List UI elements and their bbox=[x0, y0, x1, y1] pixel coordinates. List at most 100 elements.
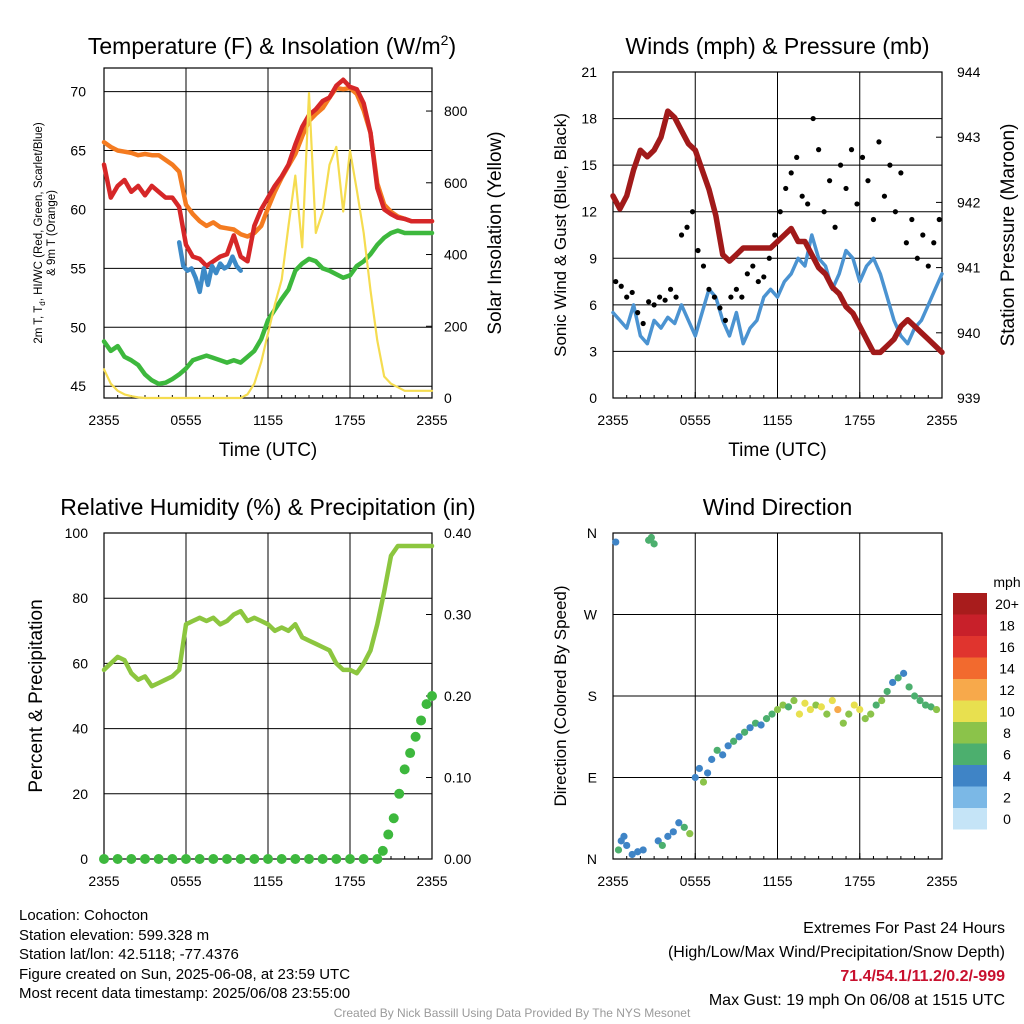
winds-ytick-label: 15 bbox=[581, 157, 597, 173]
winds-gust-point bbox=[914, 255, 920, 261]
winds-ytick-label: 0 bbox=[589, 390, 597, 406]
wind_direction-point bbox=[801, 699, 809, 707]
max-gust-text: Max Gust: 19 mph On 06/08 at 1515 UTC bbox=[708, 992, 1005, 1009]
temperature-ytick-label: 45 bbox=[70, 378, 86, 394]
winds-gust-point bbox=[640, 320, 646, 327]
humidity-xtick-label: 1755 bbox=[334, 873, 365, 889]
winds-y2label: Station Pressure (Maroon) bbox=[998, 124, 1019, 347]
humidity-precip-point bbox=[317, 854, 328, 864]
colorbar-swatch bbox=[953, 614, 987, 636]
winds-gust-point bbox=[826, 178, 833, 184]
colorbar-swatch bbox=[953, 700, 987, 722]
wind_direction-xtick-label: 0555 bbox=[680, 873, 711, 889]
colorbar-label: 8 bbox=[1003, 725, 1011, 741]
temperature-series-4 bbox=[102, 91, 434, 400]
humidity-precip-point bbox=[410, 731, 421, 742]
temperature-ytick-label: 55 bbox=[70, 260, 86, 276]
temperature-ytick-label: 60 bbox=[70, 201, 86, 217]
temperature-ylabel-line2: & 9m T (Orange) bbox=[46, 190, 58, 276]
wind_direction-point bbox=[762, 715, 771, 723]
humidity-precip-point bbox=[249, 854, 260, 864]
winds-xlabel: Time (UTC) bbox=[728, 440, 827, 461]
winds-gust-point bbox=[805, 201, 811, 207]
wind_direction-point bbox=[719, 751, 727, 759]
wind_direction-point bbox=[768, 710, 776, 718]
humidity-precip-point bbox=[235, 854, 246, 864]
humidity-precip-point bbox=[263, 854, 273, 864]
humidity-xtick-label: 2355 bbox=[416, 873, 447, 889]
humidity-precip-point bbox=[394, 788, 405, 799]
winds-gust-point bbox=[892, 209, 898, 215]
winds-gust-point bbox=[777, 209, 783, 215]
winds-ytick-label: 3 bbox=[589, 343, 597, 359]
humidity-series-0 bbox=[101, 543, 435, 689]
wind_direction-xtick-label: 1155 bbox=[762, 873, 792, 889]
winds-ylabel: Sonic Wind & Gust (Blue, Black) bbox=[551, 113, 570, 357]
winds-gust-point bbox=[618, 283, 624, 289]
humidity-precip-point bbox=[388, 813, 399, 824]
winds-gust-point bbox=[821, 209, 827, 215]
winds-gust-point bbox=[761, 274, 767, 280]
winds-y2tick-label: 940 bbox=[957, 325, 981, 341]
temperature-series-3 bbox=[101, 228, 435, 387]
winds-gust-point bbox=[876, 139, 882, 145]
winds-title: Winds (mph) & Pressure (mb) bbox=[625, 33, 929, 59]
humidity-ytick-label: 80 bbox=[72, 590, 88, 606]
location-text: Location: Cohocton bbox=[19, 907, 149, 924]
wind_direction-point bbox=[730, 737, 738, 745]
humidity-precip-point bbox=[181, 854, 191, 864]
humidity-title: Relative Humidity (%) & Precipitation (i… bbox=[60, 494, 475, 520]
winds-gust-point bbox=[739, 294, 745, 300]
winds-gust-point bbox=[695, 247, 701, 254]
winds-y2tick-label: 941 bbox=[957, 260, 981, 276]
wind_direction-point bbox=[735, 733, 743, 741]
colorbar-label: 20+ bbox=[995, 596, 1019, 612]
wind_direction-point bbox=[628, 850, 636, 859]
wind_direction-point bbox=[834, 705, 842, 714]
wind_direction-point bbox=[741, 728, 749, 736]
temperature-xtick-label: 0555 bbox=[170, 412, 201, 428]
wind_direction-point bbox=[664, 832, 672, 840]
wind_direction-point bbox=[932, 705, 941, 714]
winds-gust-point bbox=[816, 147, 822, 153]
colorbar-label: 10 bbox=[999, 704, 1015, 720]
winds-ytick-label: 18 bbox=[581, 111, 597, 127]
temperature-y2tick-label: 400 bbox=[444, 247, 468, 263]
winds-gust-point bbox=[772, 232, 778, 238]
wind_direction-point bbox=[894, 674, 902, 682]
humidity-precip-point bbox=[358, 854, 369, 864]
humidity-ytick-label: 100 bbox=[65, 525, 89, 541]
wind-direction-ylabel: Direction (Colored By Speed) bbox=[551, 585, 570, 806]
winds-y2tick-label: 944 bbox=[957, 64, 981, 80]
winds-gust-point bbox=[733, 286, 739, 292]
temperature-xtick-label: 1755 bbox=[334, 412, 365, 428]
humidity-y2tick-label: 0.40 bbox=[444, 525, 471, 541]
winds-gust-point bbox=[755, 278, 761, 285]
wind_direction-point bbox=[878, 696, 886, 705]
wind_direction-point bbox=[708, 755, 716, 763]
winds-gust-point bbox=[678, 232, 685, 238]
wind_direction-point bbox=[751, 719, 760, 727]
humidity-precip-point bbox=[222, 854, 232, 864]
winds-gust-point bbox=[613, 278, 619, 285]
humidity-precip-point bbox=[377, 845, 388, 856]
wind_direction-point bbox=[867, 710, 875, 718]
winds-gust-point bbox=[766, 255, 772, 261]
temperature-xtick-label: 1155 bbox=[253, 412, 283, 428]
humidity-y2tick-label: 0.20 bbox=[444, 688, 471, 704]
wind_direction-point bbox=[746, 724, 754, 732]
wind_direction-point bbox=[691, 773, 699, 782]
humidity-precip-point bbox=[167, 854, 178, 864]
winds-gust-point bbox=[887, 162, 893, 168]
winds-gust-point bbox=[667, 286, 674, 292]
winds-y2tick-label: 939 bbox=[957, 390, 981, 406]
wind_direction-title: Wind Direction bbox=[703, 494, 853, 520]
winds-gust-point bbox=[728, 294, 734, 300]
credit-text: Created By Nick Bassill Using Data Provi… bbox=[333, 1006, 691, 1020]
humidity-precip-point bbox=[372, 854, 383, 864]
winds-ytick-label: 6 bbox=[589, 297, 597, 313]
humidity-xtick-label: 1155 bbox=[253, 873, 283, 889]
wind_direction-point bbox=[905, 683, 913, 691]
winds-gust-point bbox=[832, 224, 838, 230]
temperature-series-1 bbox=[101, 77, 435, 269]
